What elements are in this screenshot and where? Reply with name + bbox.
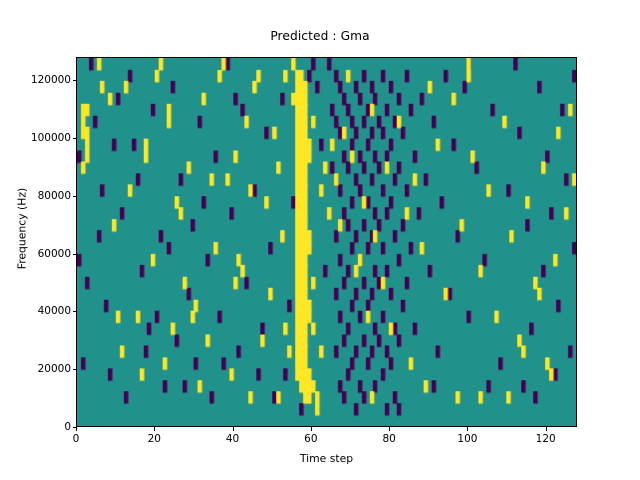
y-tick-mark: [72, 80, 76, 82]
x-tick-mark: [389, 427, 391, 431]
y-tick-mark: [72, 427, 76, 428]
y-tick-mark: [72, 253, 76, 255]
x-tick-label: 40: [225, 433, 240, 445]
heatmap-canvas: [77, 58, 576, 426]
x-tick-mark: [310, 427, 312, 431]
y-tick-label: 40000: [37, 305, 71, 318]
y-tick-mark: [72, 195, 76, 197]
y-tick-label: 60000: [37, 247, 71, 260]
y-axis-label: Frequency (Hz): [15, 187, 29, 270]
y-tick-label: 20000: [37, 363, 71, 376]
x-tick-mark: [154, 427, 156, 431]
y-tick-label: 80000: [37, 189, 71, 202]
x-tick-mark: [76, 427, 77, 431]
x-tick-label: 120: [535, 433, 556, 445]
y-tick-label: 120000: [30, 74, 71, 87]
x-axis-label: Time step: [299, 452, 354, 465]
x-tick-mark: [467, 427, 469, 431]
x-tick-label: 80: [382, 433, 396, 445]
y-tick-mark: [72, 369, 76, 371]
y-tick-mark: [72, 137, 76, 139]
y-tick-mark: [72, 311, 76, 313]
y-tick-label: 100000: [30, 131, 71, 144]
x-tick-label: 20: [147, 433, 161, 445]
x-tick-label: 0: [72, 433, 80, 445]
x-tick-label: 100: [457, 433, 478, 445]
chart-title: Predicted : Gma: [270, 29, 370, 43]
x-tick-mark: [232, 427, 234, 431]
x-tick-mark: [545, 427, 547, 431]
y-tick-label: 0: [64, 421, 71, 433]
heatmap-axes: [76, 57, 577, 427]
x-tick-label: 60: [304, 433, 318, 445]
